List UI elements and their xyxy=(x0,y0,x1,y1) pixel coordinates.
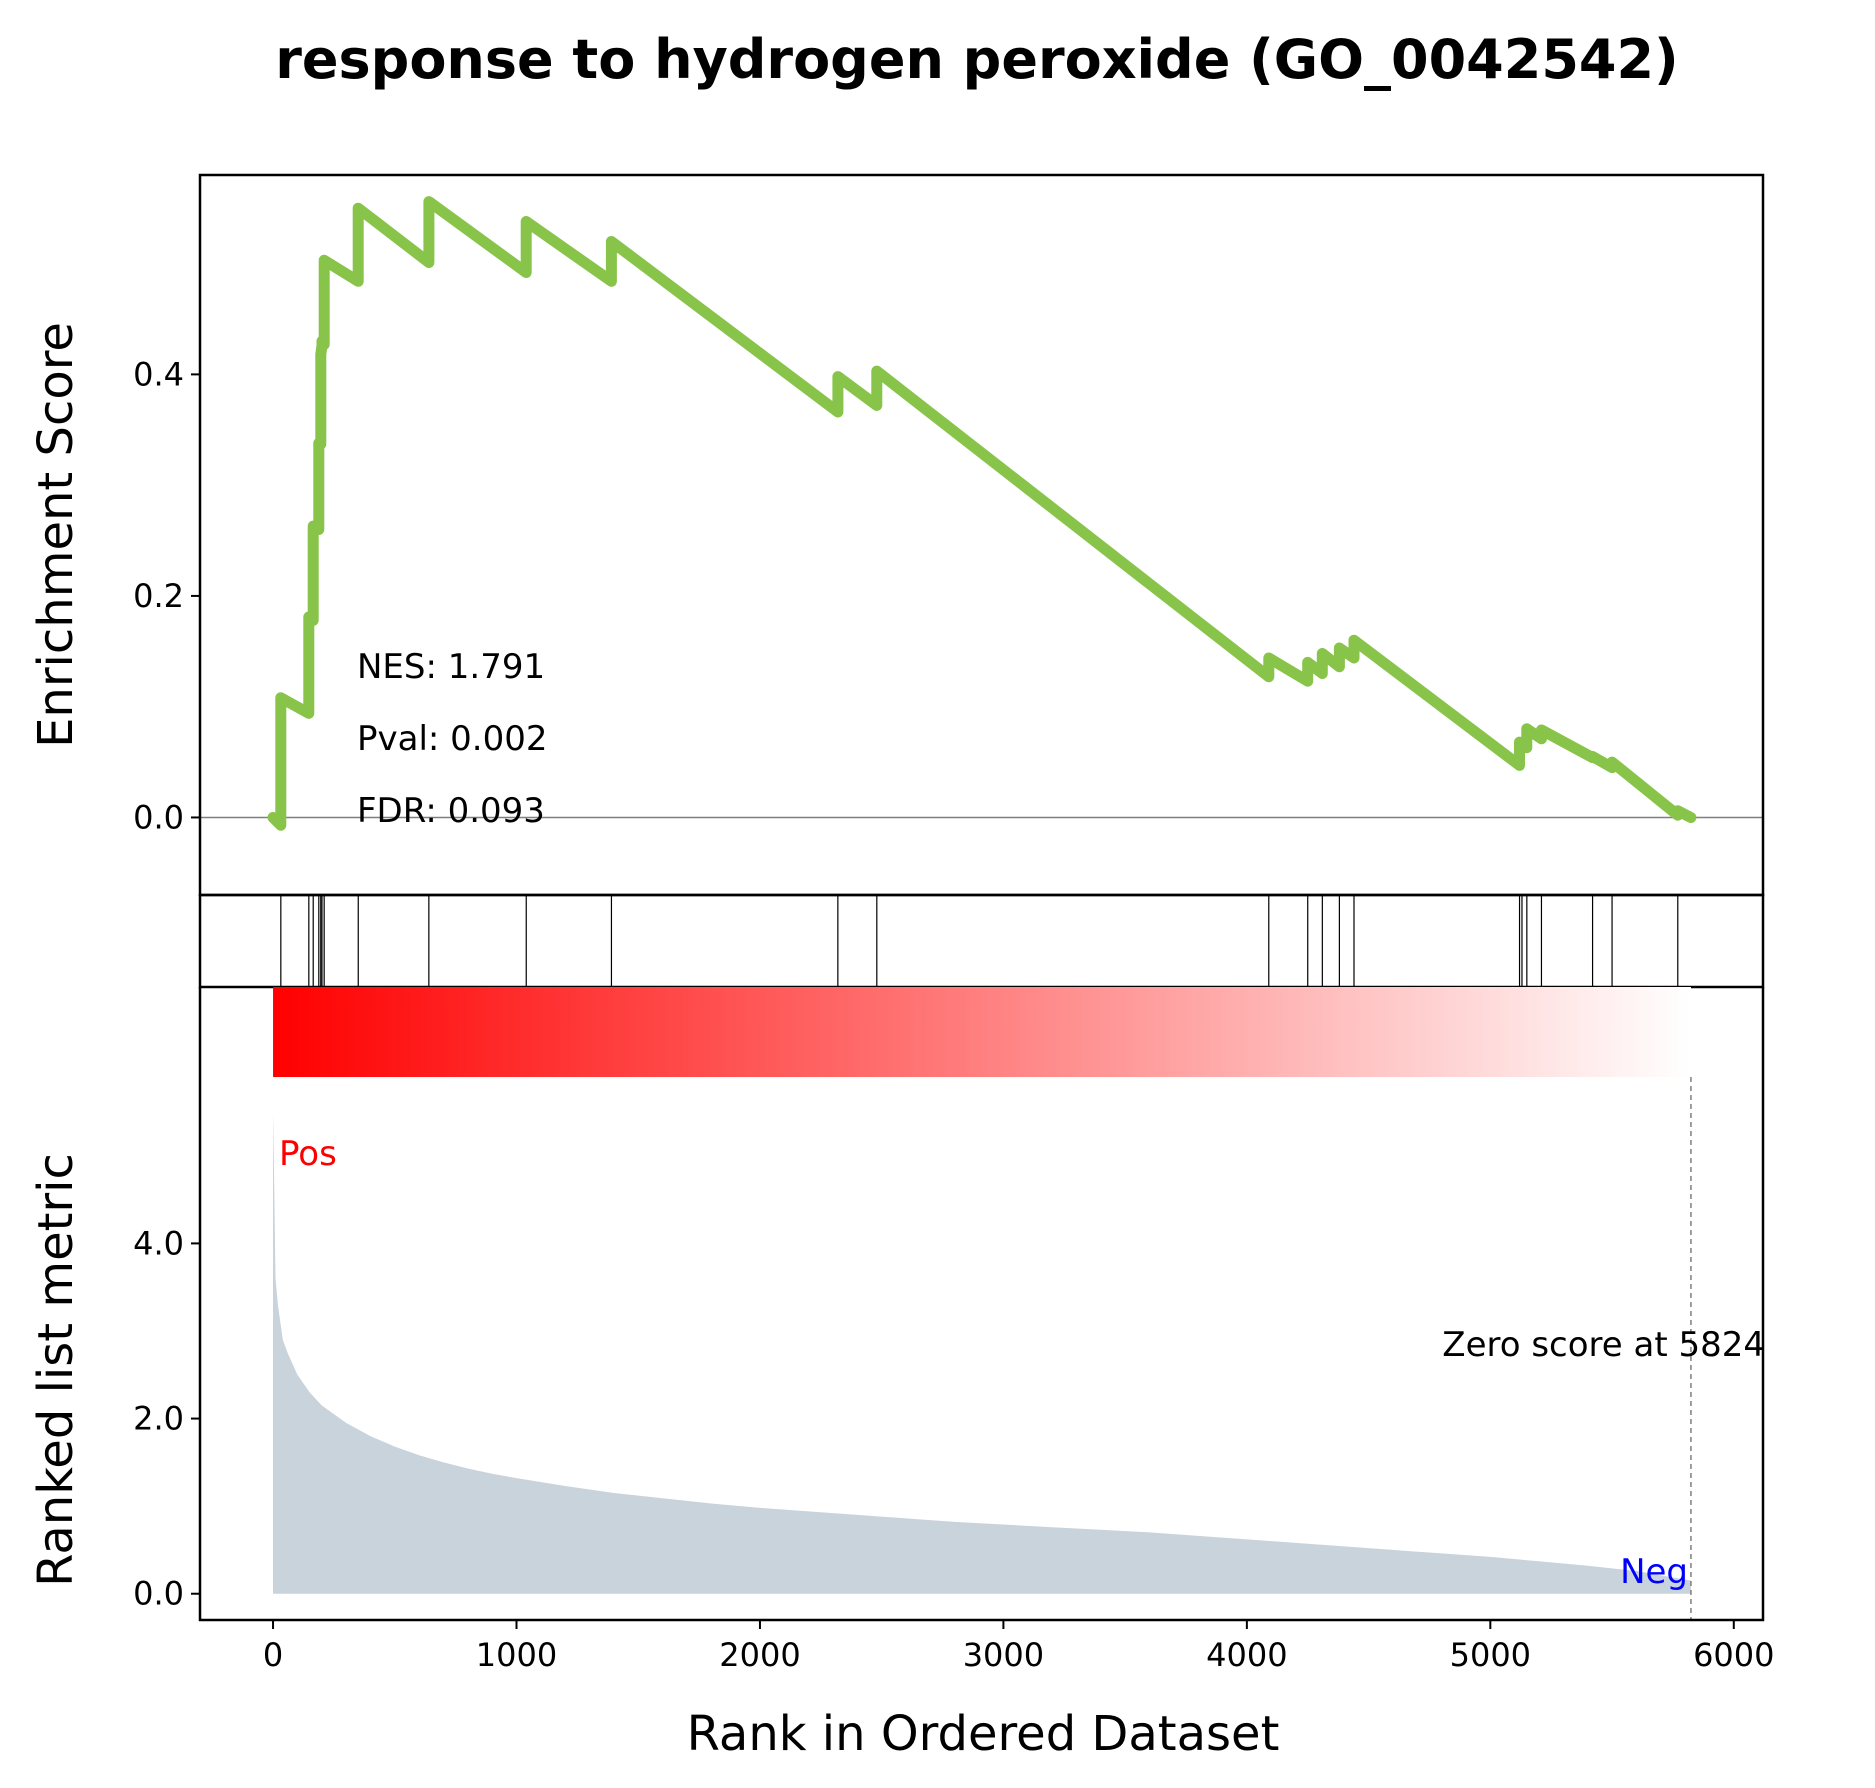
metric-panel-frame xyxy=(198,1077,1765,1622)
metric-y-tick-label: 0.0 xyxy=(133,1575,184,1613)
x-tick-label: 0 xyxy=(263,1636,283,1674)
x-tick-label: 3000 xyxy=(963,1636,1044,1674)
hits-panel-frame xyxy=(198,893,1765,989)
x-axis-label: Rank in Ordered Dataset xyxy=(687,1706,1280,1762)
metric-area xyxy=(273,1112,1691,1594)
x-axis-ticks: 0 1000 2000 3000 4000 5000 6000 xyxy=(263,1620,1775,1674)
pval-label: Pval: 0.002 xyxy=(357,719,548,759)
x-tick-label: 2000 xyxy=(719,1636,800,1674)
metric-panel: 0.0 2.0 4.0 Pos Neg Zero score at 5824 xyxy=(133,987,1765,1622)
rank-colorbar xyxy=(273,987,1691,1077)
x-tick-label: 4000 xyxy=(1206,1636,1287,1674)
es-ylabel: Enrichment Score xyxy=(28,322,84,748)
hits-panel xyxy=(198,893,1765,989)
chart-title: response to hydrogen peroxide (GO_004254… xyxy=(275,28,1678,91)
hit-lines xyxy=(280,895,1679,987)
enrichment-panel: 0.0 0.2 0.4 NES: 1.791 Pval: 0.002 FDR: 0.… xyxy=(133,173,1765,897)
nes-label: NES: 1.791 xyxy=(357,647,545,687)
es-panel-frame xyxy=(198,173,1765,897)
x-tick-label: 1000 xyxy=(476,1636,557,1674)
es-y-ticks: 0.0 0.2 0.4 xyxy=(133,355,200,836)
es-y-tick-label: 0.4 xyxy=(133,355,184,393)
metric-ylabel: Ranked list metric xyxy=(28,1153,84,1587)
x-tick-label: 6000 xyxy=(1693,1636,1774,1674)
pos-label: Pos xyxy=(279,1134,337,1174)
metric-y-tick-label: 2.0 xyxy=(133,1400,184,1438)
fdr-label: FDR: 0.093 xyxy=(357,791,545,831)
x-tick-label: 5000 xyxy=(1450,1636,1531,1674)
neg-label: Neg xyxy=(1620,1552,1688,1592)
metric-y-ticks: 0.0 2.0 4.0 xyxy=(133,1224,200,1613)
es-y-tick-label: 0.2 xyxy=(133,577,184,615)
zero-score-note: Zero score at 5824 xyxy=(1442,1325,1765,1365)
metric-y-tick-label: 4.0 xyxy=(133,1224,184,1262)
es-series-line xyxy=(267,196,1697,831)
es-y-tick-label: 0.0 xyxy=(133,798,184,836)
